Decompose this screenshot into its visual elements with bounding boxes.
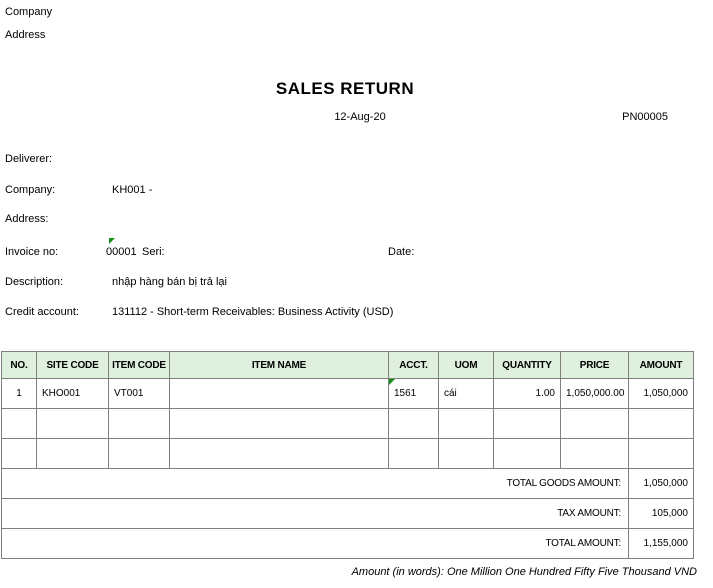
cell-empty[interactable] bbox=[108, 408, 170, 439]
cell-empty[interactable] bbox=[169, 438, 389, 469]
col-header-quantity: QUANTITY bbox=[493, 351, 561, 379]
cell-empty[interactable] bbox=[388, 438, 439, 469]
cell-empty[interactable] bbox=[108, 438, 170, 469]
table-header-row: NO. SITE CODE ITEM CODE ITEM NAME ACCT. … bbox=[1, 351, 694, 379]
cell-item-code[interactable]: VT001 bbox=[108, 378, 170, 409]
cell-empty[interactable] bbox=[388, 408, 439, 439]
customer-address-label: Address: bbox=[5, 213, 49, 225]
col-header-no: NO. bbox=[1, 351, 37, 379]
description-label: Description: bbox=[5, 276, 64, 288]
tax-amount-row: TAX AMOUNT: 105,000 bbox=[1, 498, 694, 529]
cell-uom[interactable]: cái bbox=[438, 378, 494, 409]
page-title: SALES RETURN bbox=[275, 79, 415, 98]
credit-account-label: Credit account: bbox=[5, 306, 79, 318]
document-date: 12-Aug-20 bbox=[334, 111, 386, 123]
table-row-empty bbox=[1, 408, 694, 439]
cell-item-name[interactable] bbox=[169, 378, 389, 409]
cell-empty[interactable] bbox=[36, 408, 109, 439]
cell-empty[interactable] bbox=[438, 438, 494, 469]
company-name-placeholder: Company bbox=[5, 6, 53, 18]
table-row-empty bbox=[1, 438, 694, 469]
total-goods-amount-label: TOTAL GOODS AMOUNT: bbox=[1, 468, 629, 499]
date-label: Date: bbox=[388, 246, 415, 258]
cell-amount[interactable]: 1,050,000 bbox=[628, 378, 694, 409]
col-header-price: PRICE bbox=[560, 351, 629, 379]
document-number: PN00005 bbox=[622, 111, 668, 123]
company-address-placeholder: Address bbox=[5, 29, 46, 41]
cell-site-code[interactable]: KHO001 bbox=[36, 378, 109, 409]
cell-empty[interactable] bbox=[1, 438, 37, 469]
col-header-acct: ACCT. bbox=[388, 351, 439, 379]
amount-in-words: Amount (in words): One Million One Hundr… bbox=[351, 566, 697, 578]
cell-empty[interactable] bbox=[628, 408, 694, 439]
invoice-no-value[interactable]: 00001 bbox=[106, 246, 137, 258]
total-goods-amount-value: 1,050,000 bbox=[628, 468, 694, 499]
cell-acct[interactable]: 1561 bbox=[388, 378, 439, 409]
customer-company-value[interactable]: KH001 - bbox=[112, 184, 153, 196]
cell-empty[interactable] bbox=[493, 408, 561, 439]
cell-empty[interactable] bbox=[169, 408, 389, 439]
error-marker-icon bbox=[109, 238, 115, 244]
cell-empty[interactable] bbox=[560, 438, 629, 469]
col-header-item-name: ITEM NAME bbox=[169, 351, 389, 379]
total-amount-row: TOTAL AMOUNT: 1,155,000 bbox=[1, 528, 694, 559]
total-goods-row: TOTAL GOODS AMOUNT: 1,050,000 bbox=[1, 468, 694, 499]
cell-empty[interactable] bbox=[628, 438, 694, 469]
cell-empty[interactable] bbox=[1, 408, 37, 439]
total-amount-value: 1,155,000 bbox=[628, 528, 694, 559]
invoice-no-label: Invoice no: bbox=[5, 246, 59, 258]
col-header-amount: AMOUNT bbox=[628, 351, 694, 379]
col-header-site-code: SITE CODE bbox=[36, 351, 109, 379]
table-row: 1 KHO001 VT001 1561 cái 1.00 1,050,000.0… bbox=[1, 378, 694, 409]
cell-empty[interactable] bbox=[560, 408, 629, 439]
cell-empty[interactable] bbox=[438, 408, 494, 439]
description-value[interactable]: nhập hàng bán bị trả lại bbox=[112, 276, 227, 288]
credit-account-value[interactable]: 131112 - Short-term Receivables: Busines… bbox=[112, 306, 394, 318]
cell-no[interactable]: 1 bbox=[1, 378, 37, 409]
deliverer-label: Deliverer: bbox=[5, 153, 53, 165]
col-header-item-code: ITEM CODE bbox=[108, 351, 170, 379]
cell-empty[interactable] bbox=[493, 438, 561, 469]
col-header-uom: UOM bbox=[438, 351, 494, 379]
total-amount-label: TOTAL AMOUNT: bbox=[1, 528, 629, 559]
tax-amount-value: 105,000 bbox=[628, 498, 694, 529]
items-table: NO. SITE CODE ITEM CODE ITEM NAME ACCT. … bbox=[1, 351, 694, 559]
cell-quantity[interactable]: 1.00 bbox=[493, 378, 561, 409]
seri-label: Seri: bbox=[142, 246, 165, 258]
cell-price[interactable]: 1,050,000.00 bbox=[560, 378, 629, 409]
tax-amount-label: TAX AMOUNT: bbox=[1, 498, 629, 529]
cell-empty[interactable] bbox=[36, 438, 109, 469]
error-marker-icon bbox=[389, 379, 395, 385]
customer-company-label: Company: bbox=[5, 184, 56, 196]
